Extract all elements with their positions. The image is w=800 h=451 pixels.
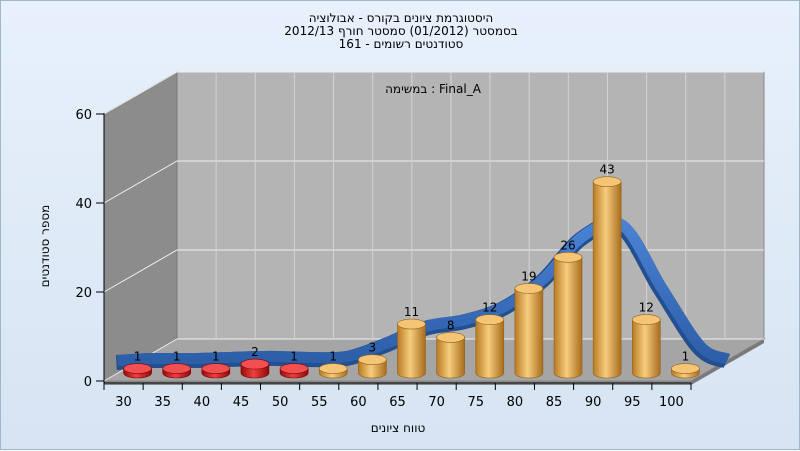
y-tick-label-0: 0	[84, 375, 92, 390]
x-tick-label-85: 85	[546, 395, 563, 410]
x-tick-label-55: 55	[311, 395, 328, 410]
bar-90	[592, 176, 622, 379]
bar-value-label-30: 1	[134, 350, 142, 364]
y-tick-label-20: 20	[75, 286, 92, 301]
grid-lines	[103, 71, 764, 382]
bar-value-label-75: 12	[482, 301, 497, 315]
chart-title-line-1: היסטוגרמת ציונים בקורס - אבולוציה	[308, 11, 494, 25]
x-tick-label-35: 35	[154, 395, 171, 410]
x-tick-label-45: 45	[233, 395, 250, 410]
bar-value-label-60: 3	[369, 341, 377, 355]
bar-85	[553, 251, 583, 379]
bar-30	[123, 363, 152, 379]
bar-60	[358, 354, 387, 379]
bar-70	[436, 332, 465, 379]
x-tick-label-90: 90	[585, 395, 602, 410]
x-tick-label-100: 100	[659, 395, 684, 410]
y-tick-label-60: 60	[75, 108, 92, 123]
bar-value-label-85: 26	[560, 238, 575, 252]
curve-ribbon	[117, 216, 731, 367]
bar-value-label-55: 1	[329, 350, 337, 364]
bar-value-label-35: 1	[173, 350, 181, 364]
x-tick-label-40: 40	[194, 395, 211, 410]
bar-value-label-100: 1	[682, 350, 690, 364]
bar-100	[671, 363, 700, 379]
bar-value-label-70: 8	[447, 318, 455, 332]
chart-title-line-2: בסמסטר (01/2012) סמסטר חורף 2012/13	[284, 24, 518, 38]
bar-35	[162, 363, 191, 379]
bar-80	[514, 283, 544, 379]
plot-walls	[102, 71, 766, 385]
bar-45	[240, 358, 270, 379]
bar-value-label-80: 19	[521, 269, 536, 283]
chart-subtitle: במשימה : Final_A	[385, 82, 482, 96]
x-tick-label-95: 95	[624, 395, 641, 410]
axes: 0 20 40 60 30 35 40 45 50 55 60 65 70 75 80 85 90 95 100	[75, 108, 692, 410]
bar-value-label-45: 2	[251, 345, 259, 359]
bar-40	[201, 363, 231, 379]
bar-value-label-90: 43	[600, 163, 615, 177]
x-tick-label-60: 60	[350, 395, 367, 410]
x-tick-label-65: 65	[389, 395, 406, 410]
x-tick-label-70: 70	[428, 395, 445, 410]
x-axis-label: טווח ציונים	[371, 421, 426, 435]
y-axis-label: מספר סטודנטים	[38, 205, 52, 288]
bar-value-label-50: 1	[290, 350, 298, 364]
y-tick-label-40: 40	[75, 197, 92, 212]
bar-value-label-65: 11	[404, 305, 419, 319]
chart-title-line-3: סטודנטים רשומים - 161	[338, 37, 464, 51]
bar-65	[397, 318, 426, 379]
bar-value-label-40: 1	[212, 350, 220, 364]
bar-55	[318, 363, 348, 379]
bar-95	[631, 314, 661, 379]
bar-50	[279, 363, 309, 379]
x-tick-label-50: 50	[272, 395, 289, 410]
bar-value-label-95: 12	[639, 301, 654, 315]
bar-75	[475, 314, 505, 379]
x-tick-label-80: 80	[507, 395, 524, 410]
x-tick-label-75: 75	[467, 395, 484, 410]
bars	[123, 176, 700, 379]
x-tick-label-30: 30	[115, 395, 132, 410]
